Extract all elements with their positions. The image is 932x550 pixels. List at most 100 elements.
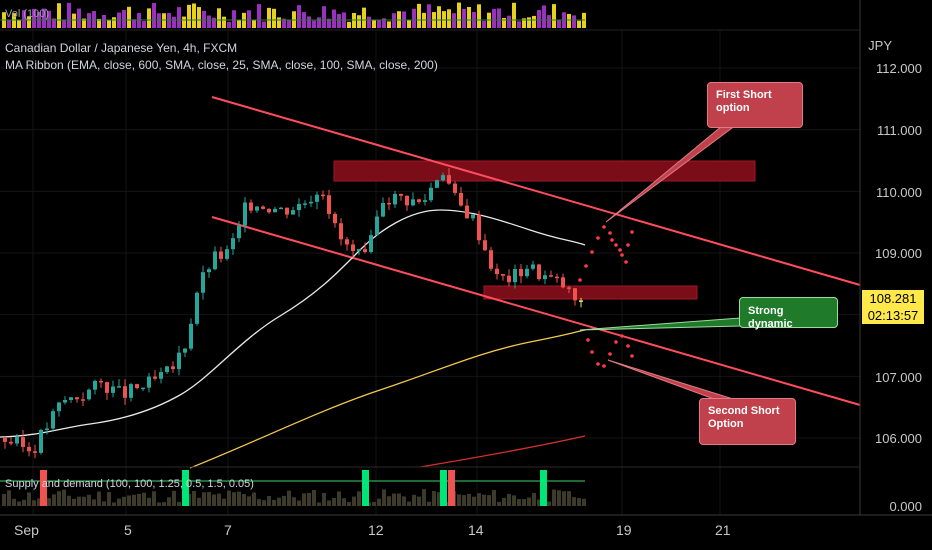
callout-lines xyxy=(579,125,741,403)
sd-bar xyxy=(547,501,551,506)
sd-bar xyxy=(557,490,561,506)
sd-bar xyxy=(292,497,296,506)
volume-bar xyxy=(347,21,351,28)
sd-bar xyxy=(207,491,211,506)
candle-body xyxy=(69,397,73,400)
candle-body xyxy=(381,202,385,217)
volume-bar xyxy=(17,20,21,28)
sd-bar xyxy=(502,497,506,506)
countdown-badge: 02:13:57 xyxy=(862,307,924,324)
volume-bar xyxy=(217,8,221,28)
volume-bar xyxy=(367,16,371,28)
sd-bar xyxy=(32,500,36,506)
supply-demand-bars xyxy=(0,470,586,506)
time-tick-12: 12 xyxy=(368,522,384,538)
sd-bar xyxy=(427,501,431,506)
candle-body xyxy=(81,399,85,401)
volume-bar xyxy=(32,8,36,28)
candle-body xyxy=(291,210,295,215)
sd-bar xyxy=(507,493,511,506)
sd-bar xyxy=(212,494,216,506)
volume-bar xyxy=(107,20,111,28)
first-short-note[interactable]: First Short option xyxy=(707,82,803,128)
sd-bar xyxy=(37,498,41,506)
time-tick-sep: Sep xyxy=(14,522,39,538)
candle-body xyxy=(45,428,49,430)
candle-body xyxy=(531,264,535,269)
candle-body xyxy=(225,249,229,259)
second-short-note[interactable]: Second Short Option xyxy=(699,398,796,445)
volume-bar xyxy=(482,20,486,28)
candle-body xyxy=(321,194,325,197)
candle-body xyxy=(507,275,511,283)
volume-bars xyxy=(0,2,586,29)
candle-body xyxy=(435,180,439,188)
candle-body xyxy=(393,193,397,205)
sd-bar xyxy=(297,500,301,506)
candle-body xyxy=(555,276,559,279)
candle-body xyxy=(477,214,481,241)
sd-bar xyxy=(472,496,476,506)
sd-bar xyxy=(487,495,491,506)
sd-bar xyxy=(327,500,331,506)
candle-body xyxy=(519,269,523,277)
sd-bar xyxy=(92,499,96,506)
sd-bar xyxy=(107,492,111,506)
sd-bar xyxy=(232,492,236,506)
sd-bar xyxy=(202,492,206,506)
sd-bar xyxy=(312,489,316,506)
last-price-badge: 108.281 xyxy=(862,290,924,307)
time-tick-19: 19 xyxy=(616,522,632,538)
sd-bar xyxy=(537,499,541,506)
sd-bar xyxy=(497,501,501,506)
sd-bar xyxy=(512,495,516,506)
volume-bar xyxy=(437,6,441,28)
sd-bar xyxy=(482,494,486,506)
volume-bar xyxy=(572,15,576,28)
volume-bar xyxy=(527,17,531,28)
candle-body xyxy=(369,235,373,253)
projection-dot xyxy=(630,230,634,234)
sd-bar xyxy=(572,497,576,506)
candle-body xyxy=(93,380,97,390)
sd-bar xyxy=(82,496,86,506)
sd-bar xyxy=(432,491,436,506)
candle-body xyxy=(423,200,427,202)
volume-bar xyxy=(522,18,526,28)
sd-bar xyxy=(62,489,66,506)
candle-body xyxy=(231,238,235,250)
candle-body xyxy=(141,387,145,390)
projection-dot xyxy=(578,278,582,282)
volume-bar xyxy=(277,17,281,28)
candle-body xyxy=(513,269,517,283)
candle-body xyxy=(255,206,259,211)
volume-bar xyxy=(332,9,336,28)
volume-bar xyxy=(462,8,466,28)
volume-bar xyxy=(467,6,471,28)
sd-bar xyxy=(397,493,401,506)
volume-bar xyxy=(317,17,321,28)
support-zone-lower xyxy=(483,285,698,300)
sd-bar xyxy=(72,498,76,506)
candle-body xyxy=(261,206,265,209)
volume-bar xyxy=(532,15,536,28)
price-tick-111: 111.000 xyxy=(876,123,922,138)
candle-body xyxy=(333,213,337,224)
resistance-zones xyxy=(333,160,756,300)
volume-bar xyxy=(537,10,541,29)
sd-bar xyxy=(97,491,101,506)
strong-dynamic-note[interactable]: Strong dynamic xyxy=(739,297,838,330)
candle-body xyxy=(345,239,349,245)
channel-lower-line xyxy=(211,216,861,406)
sd-bar xyxy=(337,491,341,506)
candle-body xyxy=(129,384,133,398)
candles xyxy=(3,168,583,459)
volume-bar xyxy=(202,10,206,28)
sd-bar xyxy=(332,498,336,506)
sd-bar xyxy=(2,493,6,506)
volume-bar xyxy=(222,16,226,28)
sd-bar xyxy=(517,499,521,506)
sd-bar xyxy=(282,495,286,506)
candle-body xyxy=(27,446,31,452)
